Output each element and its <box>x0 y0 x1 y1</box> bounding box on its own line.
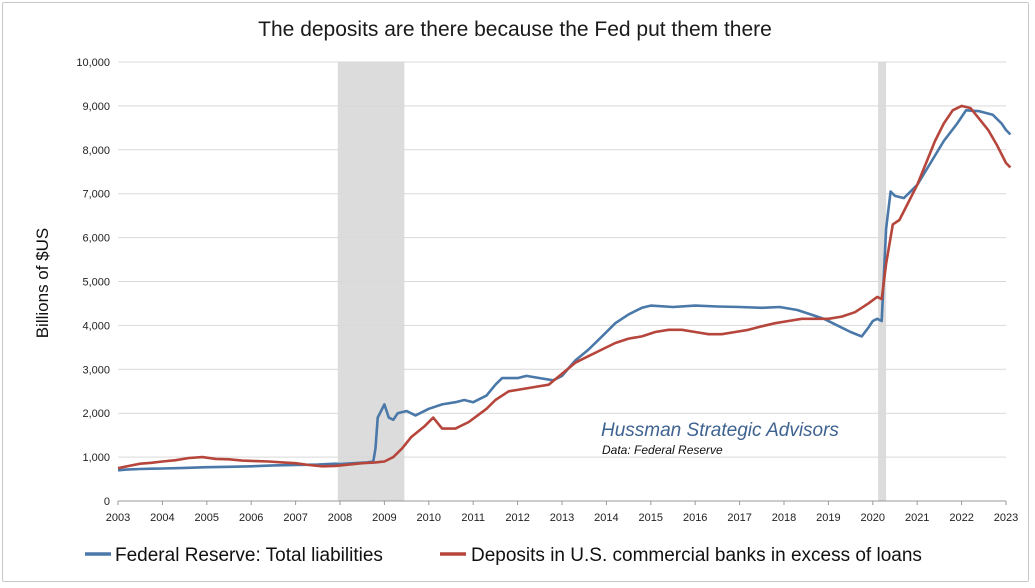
annotation-source: Data: Federal Reserve <box>602 443 723 457</box>
y-tick-label: 2,000 <box>82 408 110 420</box>
x-tick-label: 2006 <box>239 512 263 524</box>
x-tick-label: 2018 <box>772 512 796 524</box>
x-tick-label: 2019 <box>816 512 840 524</box>
y-axis-label: Billions of $US <box>33 228 52 339</box>
y-tick-label: 9,000 <box>82 101 110 113</box>
x-tick-label: 2007 <box>283 512 307 524</box>
gridlines <box>118 61 1006 458</box>
chart-title: The deposits are there because the Fed p… <box>258 18 772 41</box>
y-tick-label: 7,000 <box>82 189 110 201</box>
x-tick-label: 2022 <box>949 512 973 524</box>
x-tick-label: 2004 <box>150 512 174 524</box>
x-tick-label: 2005 <box>195 512 219 524</box>
x-tick-label: 2014 <box>594 512 618 524</box>
x-tick-label: 2016 <box>683 512 707 524</box>
y-tick-label: 3,000 <box>82 364 110 376</box>
y-tick-label: 10,000 <box>76 57 110 69</box>
axes: 0 1,000 2,000 3,000 4,000 5,000 6,000 7,000 8,00… <box>76 57 1018 524</box>
legend-label-deposits: Deposits in U.S. commercial banks in exc… <box>471 545 922 566</box>
y-tick-label: 5,000 <box>82 277 110 289</box>
x-tick-label: 2008 <box>328 512 352 524</box>
x-tick-label: 2012 <box>505 512 529 524</box>
x-tick-label: 2013 <box>550 512 574 524</box>
x-tick-label: 2009 <box>372 512 396 524</box>
series-lines <box>117 104 1012 472</box>
y-tick-label: 4,000 <box>82 320 110 332</box>
x-tick-label: 2020 <box>861 512 885 524</box>
y-tick-label: 0 <box>104 496 110 508</box>
series-line-0 <box>117 109 1012 472</box>
x-tick-label: 2011 <box>461 512 485 524</box>
legend: Federal Reserve: Total liabilities Depos… <box>85 545 922 566</box>
x-tick-label: 2010 <box>417 512 441 524</box>
chart-frame: 0 1,000 2,000 3,000 4,000 5,000 6,000 7,000 8,00… <box>2 2 1029 582</box>
series-line-1 <box>117 104 1012 470</box>
x-tick-label: 2015 <box>639 512 663 524</box>
x-tick-label: 2003 <box>106 512 130 524</box>
x-tick-label: 2023 <box>994 512 1018 524</box>
annotation-org: Hussman Strategic Advisors <box>601 420 839 441</box>
y-tick-label: 1,000 <box>82 452 110 464</box>
chart: 0 1,000 2,000 3,000 4,000 5,000 6,000 7,000 8,00… <box>33 18 1018 566</box>
legend-label-fed: Federal Reserve: Total liabilities <box>115 545 383 566</box>
x-tick-label: 2017 <box>727 512 751 524</box>
x-tick-label: 2021 <box>905 512 929 524</box>
y-tick-label: 8,000 <box>82 145 110 157</box>
y-tick-label: 6,000 <box>82 233 110 245</box>
